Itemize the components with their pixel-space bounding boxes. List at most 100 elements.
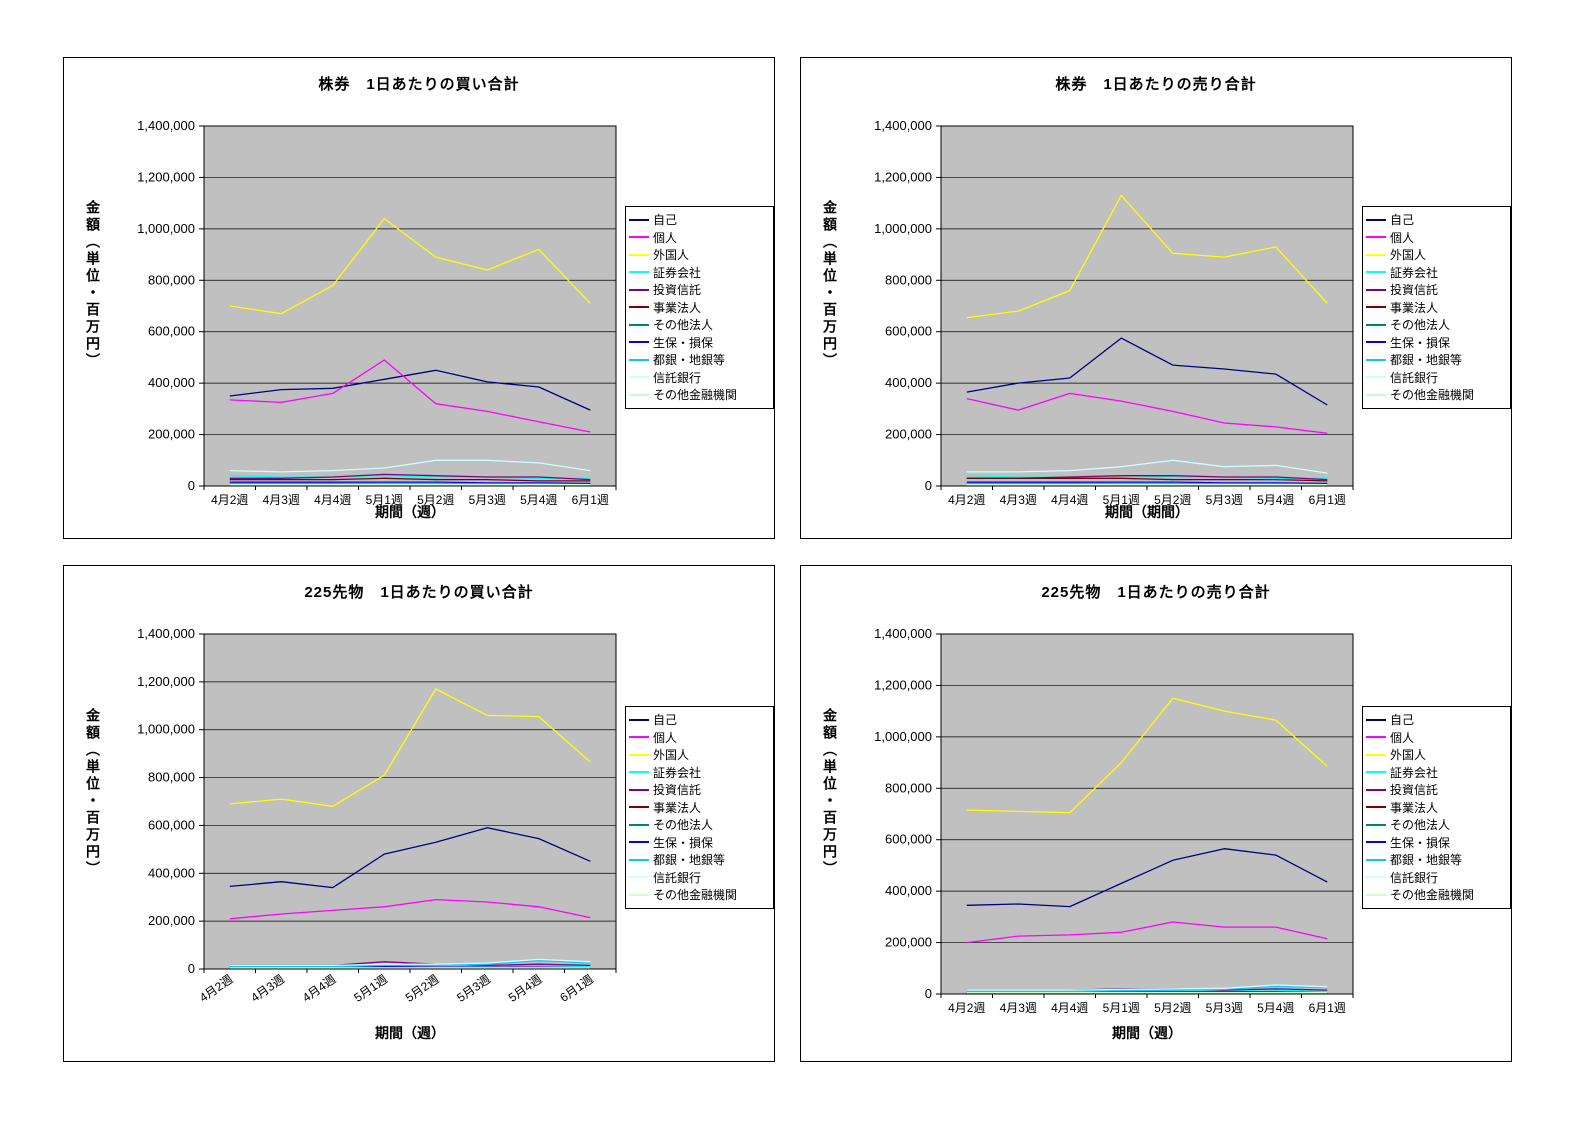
y-tick-label: 0 bbox=[925, 986, 932, 1001]
series-line bbox=[229, 477, 591, 482]
legend-label: その他金融機関 bbox=[1390, 888, 1475, 903]
legend-item: 生保・損保 bbox=[1366, 334, 1507, 352]
y-tick-label: 200,000 bbox=[148, 913, 195, 928]
y-tick-label: 1,000,000 bbox=[137, 221, 195, 236]
legend-line-swatch bbox=[629, 806, 649, 809]
legend-label: 証券会社 bbox=[1390, 765, 1439, 780]
legend-line-swatch bbox=[1366, 841, 1386, 844]
legend-line-swatch bbox=[629, 288, 649, 291]
legend-line-swatch bbox=[1366, 376, 1386, 379]
legend-label: 外国人 bbox=[1390, 248, 1427, 263]
legend-item: その他金融機関 bbox=[629, 386, 770, 404]
legend-label: 個人 bbox=[1390, 730, 1415, 745]
legend-item: 証券会社 bbox=[629, 764, 770, 782]
y-tick-label: 200,000 bbox=[885, 427, 932, 442]
legend-line-swatch bbox=[629, 823, 649, 826]
legend-item: 自己 bbox=[629, 211, 770, 229]
x-tick-label: 5月3週 bbox=[454, 972, 493, 1005]
x-tick-label: 5月2週 bbox=[417, 493, 454, 507]
legend-label: その他法人 bbox=[1390, 318, 1451, 333]
legend-item: 投資信託 bbox=[1366, 781, 1507, 799]
legend-item: 投資信託 bbox=[1366, 281, 1507, 299]
legend-label: 事業法人 bbox=[1390, 300, 1439, 315]
x-tick-label: 4月4週 bbox=[1051, 493, 1088, 507]
legend-label: 個人 bbox=[653, 230, 678, 245]
y-tick-label: 800,000 bbox=[885, 272, 932, 287]
legend-label: 自己 bbox=[653, 713, 678, 728]
y-tick-label: 1,000,000 bbox=[137, 722, 195, 737]
legend-line-swatch bbox=[629, 271, 649, 274]
x-tick-label: 4月4週 bbox=[1051, 1001, 1088, 1015]
legend-label: その他法人 bbox=[653, 318, 714, 333]
legend-label: 外国人 bbox=[653, 248, 690, 263]
legend-label: 投資信託 bbox=[1390, 783, 1439, 798]
x-tick-label: 6月1週 bbox=[557, 972, 596, 1005]
legend-label: 個人 bbox=[1390, 230, 1415, 245]
legend-item: その他法人 bbox=[629, 816, 770, 834]
legend: 自己 個人 外国人 証券会社 投資信託 事業法人 その他法人 生保・損保 都銀・地銀等 信託銀行そ… bbox=[625, 206, 774, 409]
chart-panel-stocks-sell: 0 200,000 400,000 600,000 800,000 1,000,000 1,… bbox=[800, 57, 1512, 539]
legend-line-swatch bbox=[629, 753, 649, 756]
y-tick-label: 600,000 bbox=[885, 324, 932, 339]
series-line bbox=[229, 959, 591, 968]
legend-label: 事業法人 bbox=[1390, 800, 1439, 815]
y-tick-label: 600,000 bbox=[885, 832, 932, 847]
y-tick-label: 400,000 bbox=[885, 375, 932, 390]
legend-line-swatch bbox=[629, 218, 649, 221]
legend-item: 外国人 bbox=[1366, 246, 1507, 264]
series-line bbox=[229, 482, 591, 486]
series-line bbox=[966, 337, 1328, 406]
x-tick-label: 6月1週 bbox=[1309, 493, 1346, 507]
legend-line-swatch bbox=[1366, 771, 1386, 774]
legend-line-swatch bbox=[629, 341, 649, 344]
y-tick-label: 1,200,000 bbox=[874, 169, 932, 184]
x-tick-label: 5月4週 bbox=[1257, 493, 1294, 507]
legend-item: 証券会社 bbox=[1366, 764, 1507, 782]
x-tick-label: 4月3週 bbox=[1000, 1001, 1037, 1015]
y-tick-label: 800,000 bbox=[148, 272, 195, 287]
plot-area-background bbox=[204, 634, 616, 969]
series-line bbox=[966, 697, 1328, 814]
y-tick-label: 1,400,000 bbox=[137, 626, 195, 641]
legend-line-swatch bbox=[1366, 253, 1386, 256]
x-tick-label: 5月1週 bbox=[366, 493, 403, 507]
legend-item: 生保・損保 bbox=[629, 334, 770, 352]
legend-item: 投資信託 bbox=[629, 781, 770, 799]
chart-title: 225先物 1日あたりの買い合計 bbox=[304, 584, 534, 601]
legend-label: 信託銀行 bbox=[653, 870, 702, 885]
legend-line-swatch bbox=[1366, 306, 1386, 309]
legend-label: 自己 bbox=[653, 213, 678, 228]
legend-label: 投資信託 bbox=[1390, 283, 1439, 298]
legend-item: 外国人 bbox=[629, 246, 770, 264]
legend-line-swatch bbox=[1366, 236, 1386, 239]
y-tick-label: 1,200,000 bbox=[137, 674, 195, 689]
x-tick-label: 4月4週 bbox=[300, 972, 339, 1005]
series-line bbox=[229, 369, 591, 411]
legend-line-swatch bbox=[1366, 323, 1386, 326]
series-line bbox=[966, 481, 1328, 485]
y-axis-title: 金額（単位・百万円） bbox=[85, 200, 101, 370]
y-tick-label: 200,000 bbox=[148, 427, 195, 442]
legend-item: 信託銀行 bbox=[1366, 369, 1507, 387]
legend-item: その他金融機関 bbox=[1366, 386, 1507, 404]
legend-label: その他法人 bbox=[653, 818, 714, 833]
y-axis-title: 金額（単位・百万円） bbox=[822, 200, 838, 370]
legend: 自己 個人 外国人 証券会社 投資信託 事業法人 その他法人 生保・損保 都銀・地銀等 信託銀行そ… bbox=[1362, 206, 1511, 409]
legend-label: 自己 bbox=[1390, 213, 1415, 228]
legend-line-swatch bbox=[629, 253, 649, 256]
legend-item: 信託銀行 bbox=[629, 369, 770, 387]
legend-item: その他法人 bbox=[1366, 816, 1507, 834]
legend-line-swatch bbox=[1366, 288, 1386, 291]
legend-item: 自己 bbox=[1366, 211, 1507, 229]
legend-item: 信託銀行 bbox=[1366, 869, 1507, 887]
legend-label: 自己 bbox=[1390, 713, 1415, 728]
legend-line-swatch bbox=[629, 841, 649, 844]
series-line bbox=[229, 475, 591, 479]
legend-item: 個人 bbox=[1366, 229, 1507, 247]
y-tick-label: 1,400,000 bbox=[874, 118, 932, 133]
series-line bbox=[966, 921, 1328, 944]
series-line bbox=[966, 194, 1328, 319]
y-tick-label: 200,000 bbox=[885, 935, 932, 950]
chart-panel-stocks-buy: 0 200,000 400,000 600,000 800,000 1,000,000 1,… bbox=[63, 57, 775, 539]
